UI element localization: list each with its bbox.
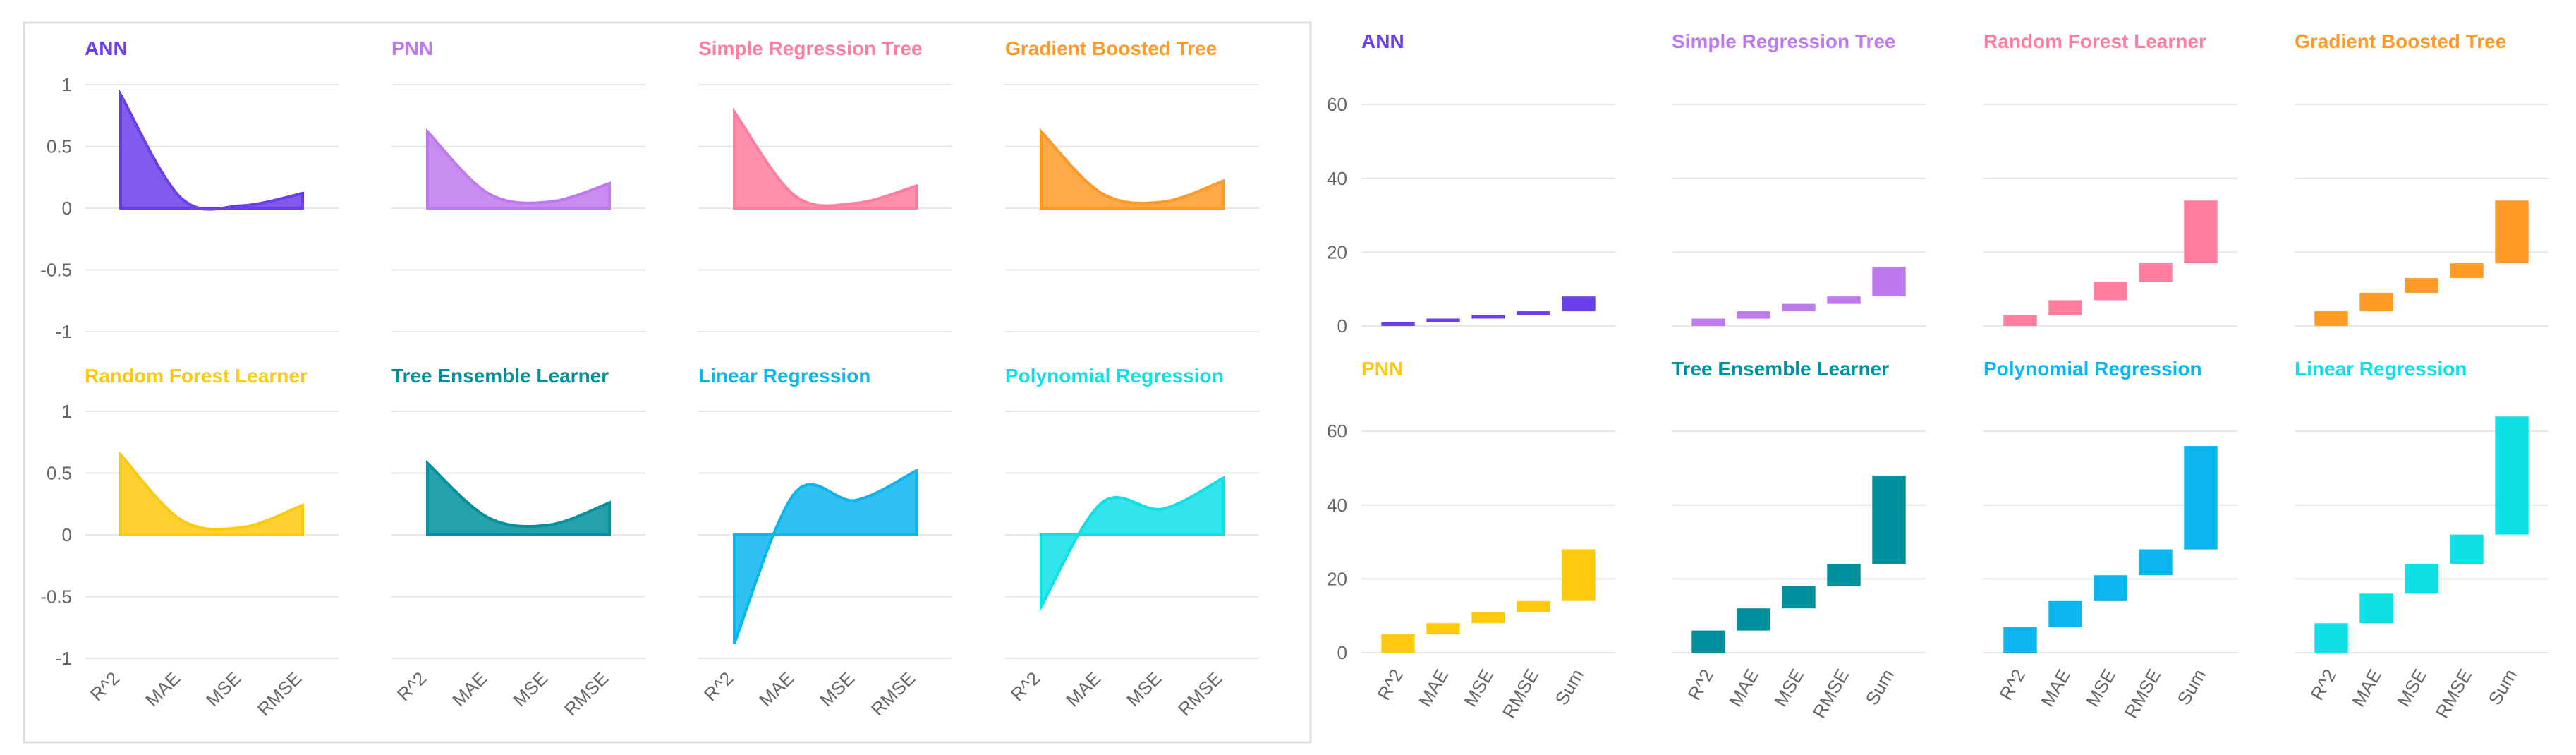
bar-rmse — [1827, 564, 1861, 586]
area-chart-gradient-boosted-tree: Gradient Boosted Tree — [1005, 37, 1259, 332]
bar-mse — [1471, 612, 1505, 624]
area-chart-simple-regression-tree: Simple Regression Tree — [698, 37, 952, 332]
area-series-tree-ensemble-learner — [426, 460, 611, 536]
area-series-pnn — [426, 128, 611, 210]
y-tick-label: -1 — [56, 321, 72, 342]
y-tick-label: 0 — [1337, 315, 1347, 337]
bar-mae — [2048, 300, 2082, 315]
y-tick-label: 40 — [1327, 495, 1347, 516]
bar-mae — [1426, 318, 1460, 322]
bar-mae — [1737, 608, 1770, 631]
waterfall-chart-simple-regression-tree: Simple Regression Tree — [1672, 30, 1926, 327]
bar-mse — [1471, 315, 1505, 319]
chart-title: ANN — [1361, 30, 1404, 52]
bar-sum — [1562, 296, 1596, 312]
bar-rmse — [1517, 311, 1550, 315]
y-tick-label: 0.5 — [47, 463, 72, 484]
bar-r-2 — [1691, 630, 1725, 653]
bar-sum — [2495, 200, 2529, 264]
chart-title: PNN — [1361, 358, 1403, 380]
chart-title: Tree Ensemble Learner — [391, 365, 609, 387]
waterfall-chart-random-forest-learner: Random Forest Learner — [1983, 30, 2237, 327]
y-tick-label: 0 — [1337, 642, 1347, 663]
area-series-random-forest-learner — [119, 451, 304, 536]
left-panel-area-charts: ANN 1 0.5 0 -0.5 -1 PNN Simple Regression Tree G… — [40, 37, 1259, 720]
bar-r-2 — [2314, 311, 2348, 326]
bar-mse — [2405, 278, 2438, 293]
y-tick-label: -1 — [56, 648, 72, 669]
area-chart-pnn: PNN — [391, 37, 645, 332]
area-series-simple-regression-tree — [733, 107, 918, 210]
bar-mse — [2405, 564, 2438, 594]
bar-rmse — [2450, 263, 2484, 278]
bar-sum — [2184, 200, 2218, 264]
y-tick-label: 0 — [62, 198, 72, 219]
waterfall-chart-ann: ANN 60 40 20 0 — [1327, 30, 1615, 337]
chart-title: Simple Regression Tree — [698, 37, 922, 59]
area-series-ann — [119, 89, 304, 211]
y-tick-label: 20 — [1327, 568, 1347, 589]
y-tick-label: -0.5 — [40, 260, 72, 281]
chart-title: Linear Regression — [2295, 358, 2467, 380]
bar-mae — [1426, 623, 1460, 634]
area-series-linear-regression — [733, 468, 918, 644]
bar-r-2 — [1381, 634, 1415, 653]
y-tick-label: 20 — [1327, 241, 1347, 262]
bar-rmse — [2139, 263, 2173, 282]
chart-title: Random Forest Learner — [1983, 30, 2206, 52]
chart-title: Polynomial Regression — [1983, 358, 2202, 380]
chart-title: Polynomial Regression — [1005, 365, 1224, 387]
bar-sum — [1562, 549, 1596, 601]
chart-title: PNN — [391, 37, 433, 59]
chart-title: Random Forest Learner — [85, 365, 308, 387]
chart-title: ANN — [85, 37, 128, 59]
bar-mse — [1782, 586, 1816, 609]
chart-title: Simple Regression Tree — [1672, 30, 1895, 52]
area-chart-ann: ANN 1 0.5 0 -0.5 -1 — [40, 37, 339, 342]
y-tick-label: -0.5 — [40, 586, 72, 608]
chart-title: Gradient Boosted Tree — [1005, 37, 1217, 59]
chart-title: Gradient Boosted Tree — [2295, 30, 2506, 52]
bar-rmse — [1517, 600, 1550, 612]
area-series-polynomial-regression — [1040, 476, 1225, 612]
y-tick-label: 0 — [62, 524, 72, 545]
y-tick-label: 1 — [62, 401, 72, 422]
chart-title: Linear Regression — [698, 365, 870, 387]
y-tick-label: 0.5 — [47, 136, 72, 157]
bar-mse — [2094, 282, 2127, 301]
y-tick-label: 60 — [1327, 421, 1347, 442]
area-series-gradient-boosted-tree — [1040, 128, 1225, 210]
bar-sum — [2184, 446, 2218, 550]
bar-r-2 — [1691, 318, 1725, 326]
bar-mae — [1737, 311, 1770, 319]
bar-sum — [2495, 416, 2529, 535]
y-tick-label: 1 — [62, 74, 72, 95]
bar-mse — [2094, 575, 2127, 601]
chart-title: Tree Ensemble Learner — [1672, 358, 1889, 380]
bar-rmse — [1827, 296, 1861, 304]
bar-r-2 — [1381, 322, 1415, 326]
bar-rmse — [2139, 549, 2173, 576]
bar-r-2 — [2314, 623, 2348, 653]
bar-mae — [2359, 593, 2393, 624]
bar-mae — [2359, 292, 2393, 312]
y-tick-label: 60 — [1327, 94, 1347, 115]
y-tick-label: 40 — [1327, 168, 1347, 189]
bar-sum — [1872, 267, 1906, 297]
bar-r-2 — [2003, 315, 2037, 326]
bar-mae — [2048, 600, 2082, 627]
waterfall-chart-gradient-boosted-tree: Gradient Boosted Tree — [2295, 30, 2548, 327]
left-panel-frame — [23, 21, 1312, 744]
bar-sum — [1872, 475, 1906, 564]
bar-rmse — [2450, 534, 2484, 564]
bar-mse — [1782, 303, 1816, 312]
bar-r-2 — [2003, 627, 2037, 653]
